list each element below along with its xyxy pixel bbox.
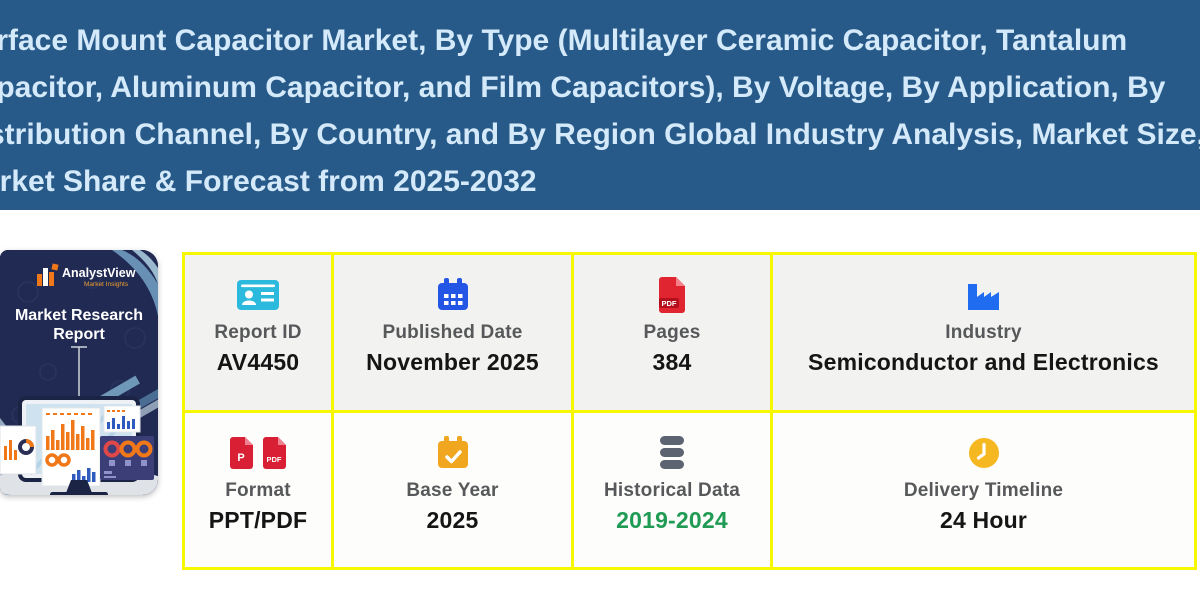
page-header: Surface Mount Capacitor Market, By Type …: [0, 0, 1200, 210]
report-cover-art: AnalystView Market Insights Market Resea…: [0, 250, 158, 495]
cell-label: Base Year: [406, 479, 499, 501]
cell-value: 2019-2024: [616, 506, 728, 533]
cell-format: P PDF Format PPT/PDF: [185, 412, 331, 567]
cell-value: AV4450: [216, 349, 300, 375]
ppt-pdf-files-icon: P PDF: [228, 433, 288, 473]
calendar-icon: [436, 275, 470, 315]
svg-text:PDF: PDF: [662, 299, 677, 308]
cell-label: Delivery Timeline: [903, 479, 1064, 501]
page-title-line: Capacitor, Aluminum Capacitor, and Film …: [0, 71, 1166, 104]
cell-value: 2025: [426, 506, 479, 533]
cell-report-id: Report ID AV4450: [185, 255, 331, 410]
analystview-logo: AnalystView Market Insights: [37, 263, 136, 288]
brand-subtitle: Market Insights: [84, 281, 129, 288]
pdf-file-icon: PDF: [657, 275, 687, 315]
cell-label: Format: [225, 479, 291, 501]
report-info-table: Report ID AV4450 Published Date November…: [182, 252, 1197, 570]
cell-published-date: Published Date November 2025: [334, 255, 571, 410]
chart-panel-center: [41, 407, 101, 487]
cell-base-year: Base Year 2025: [334, 412, 571, 567]
page-title-line: Market Share & Forecast from 2025-2032: [0, 165, 537, 198]
chart-panel-purple: [100, 436, 154, 480]
report-cover-card: AnalystView Market Insights Market Resea…: [0, 250, 158, 495]
monitor-illustration: [0, 396, 154, 495]
page-title-line: Surface Mount Capacitor Market, By Type …: [0, 24, 1128, 57]
cell-value: PPT/PDF: [208, 506, 308, 533]
cover-title-line2: Report: [53, 326, 105, 343]
cell-delivery-timeline: Delivery Timeline 24 Hour: [773, 412, 1194, 567]
page-title: Surface Mount Capacitor Market, By Type …: [0, 0, 1200, 205]
chart-panel-top-right: [103, 405, 141, 433]
cell-pages: PDF Pages 384: [574, 255, 770, 410]
cell-industry: Industry Semiconductor and Electronics: [773, 255, 1194, 410]
svg-text:P: P: [237, 452, 244, 464]
cell-value: 384: [652, 349, 692, 375]
cell-label: Historical Data: [603, 479, 741, 501]
cell-value: 24 Hour: [939, 506, 1028, 533]
cell-label: Published Date: [382, 322, 523, 343]
calendar-check-icon: [436, 433, 470, 473]
brand-name: AnalystView: [62, 266, 136, 280]
database-icon: [657, 433, 687, 473]
cell-value: Semiconductor and Electronics: [808, 349, 1159, 375]
svg-text:PDF: PDF: [267, 455, 282, 464]
cell-label: Pages: [643, 322, 701, 343]
cell-label: Report ID: [214, 322, 302, 343]
page-title-line: Distribution Channel, By Country, and By…: [0, 118, 1200, 151]
factory-icon: [964, 275, 1004, 315]
clock-icon: [967, 433, 1001, 473]
id-card-icon: [236, 275, 280, 315]
cell-historical-data: Historical Data 2019-2024: [574, 412, 770, 567]
chart-panel-left: [0, 425, 37, 475]
cover-title-line1: Market Research: [15, 307, 143, 324]
cell-label: Industry: [945, 322, 1022, 343]
cell-value: November 2025: [366, 349, 539, 375]
